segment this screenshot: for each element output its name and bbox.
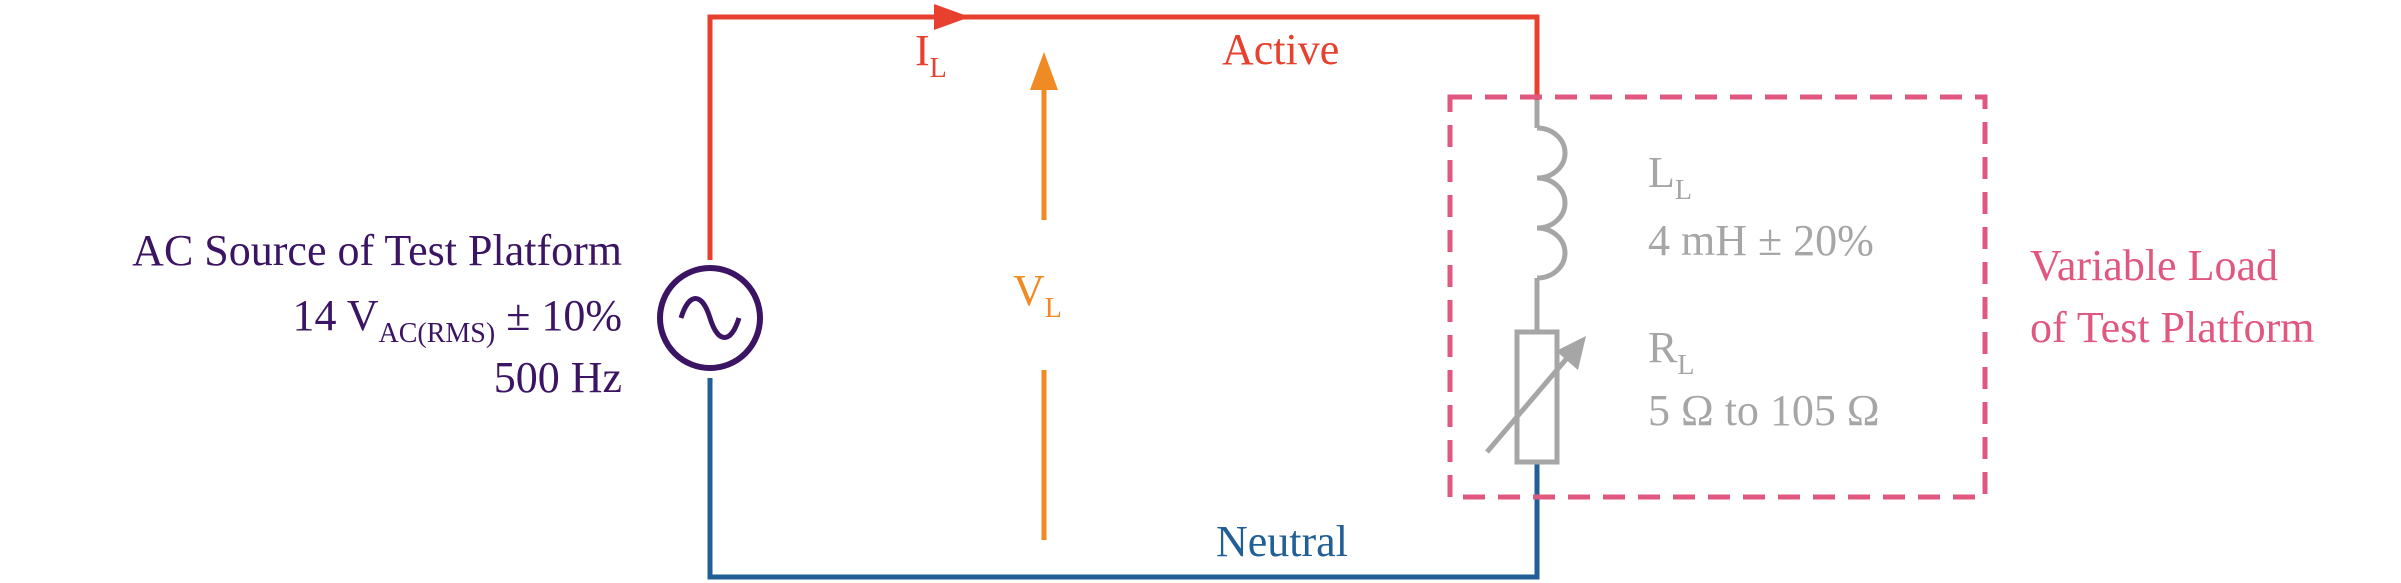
inductor-name: LL: [1648, 148, 1692, 206]
variable-resistor-icon: [1485, 329, 1586, 465]
voltage-arrow: [1030, 52, 1058, 540]
resistor-value: 5 Ω to 105 Ω: [1648, 386, 1880, 435]
resistor-name: RL: [1648, 323, 1694, 381]
current-label: IL: [915, 26, 947, 84]
ac-source-icon: [657, 265, 763, 371]
source-voltage: 14 VAC(RMS) ± 10%: [293, 291, 623, 349]
source-title: AC Source of Test Platform: [132, 226, 622, 275]
current-arrow-icon: [934, 4, 970, 30]
voltage-label: VL: [1013, 266, 1062, 324]
neutral-label: Neutral: [1216, 517, 1348, 566]
active-wire: [707, 14, 1540, 260]
variable-load-line2: of Test Platform: [2030, 303, 2315, 352]
inductor-icon: [1536, 125, 1568, 281]
neutral-wire: [707, 378, 1540, 580]
load-branch: [1485, 100, 1586, 465]
variable-load-line1: Variable Load: [2030, 241, 2278, 290]
variable-load-box: [1447, 94, 1988, 500]
voltage-arrow-icon: [1030, 52, 1058, 90]
inductor-value: 4 mH ± 20%: [1648, 216, 1874, 265]
active-label: Active: [1222, 25, 1339, 74]
source-frequency: 500 Hz: [494, 353, 622, 402]
